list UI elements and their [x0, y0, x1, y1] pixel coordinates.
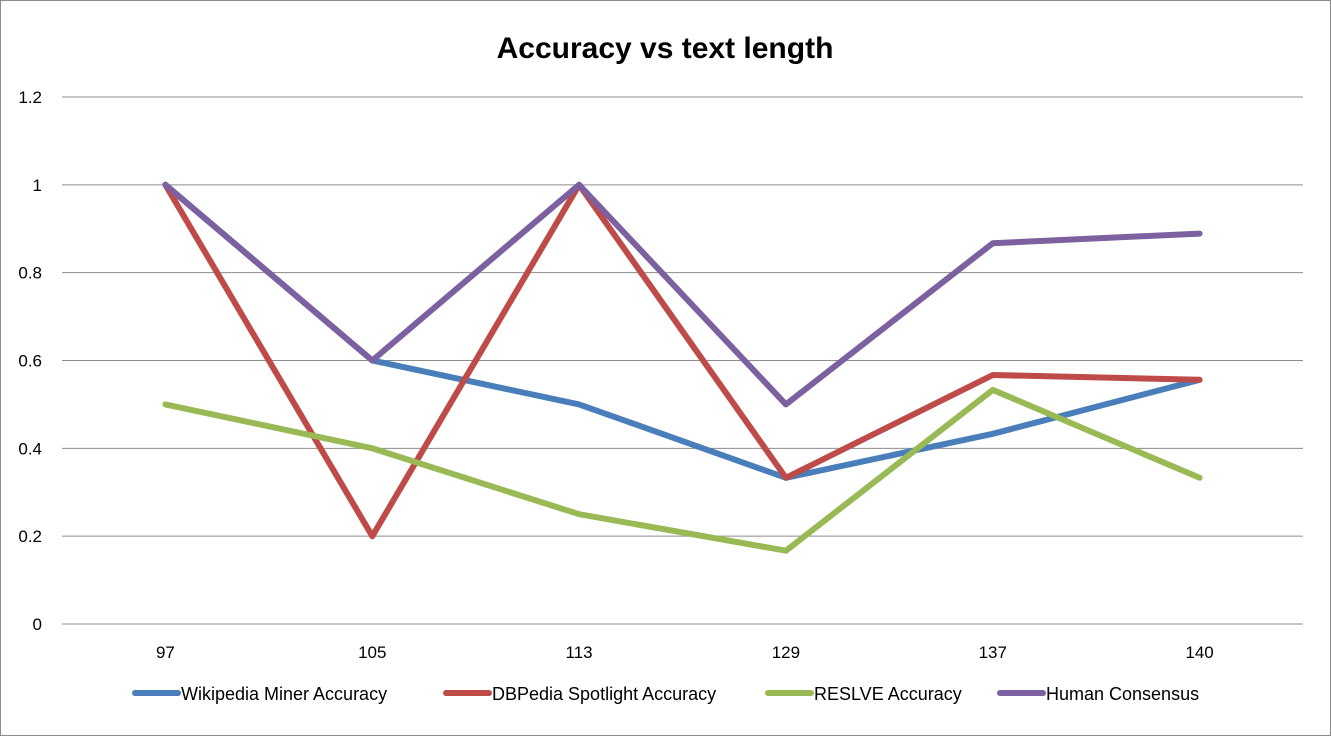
series-line-4 [162, 181, 1203, 408]
legend: Wikipedia Miner Accuracy DBPedia Spotligh… [132, 684, 1199, 704]
series-lines [162, 181, 1203, 554]
x-tick-label: 113 [566, 643, 593, 662]
chart-title: Accuracy vs text length [497, 32, 834, 65]
x-tick-label: 105 [358, 643, 386, 662]
legend-label: Human Consensus [1046, 684, 1199, 704]
legend-label: DBPedia Spotlight Accuracy [492, 684, 716, 704]
x-axis-tick-labels: 97 105 113 129 137 140 [156, 643, 1214, 662]
legend-label: RESLVE Accuracy [814, 684, 962, 704]
y-tick-label: 0.2 [18, 527, 42, 546]
y-tick-label: 0.4 [18, 439, 42, 458]
y-tick-label: 0.6 [18, 352, 42, 371]
y-tick-label: 1 [33, 176, 42, 195]
y-tick-label: 0 [33, 615, 42, 634]
x-tick-label: 137 [979, 643, 1007, 662]
y-axis-tick-labels: 0 0.2 0.4 0.6 0.8 1 1.2 [18, 88, 42, 634]
x-tick-label: 97 [156, 643, 175, 662]
gridlines [62, 96, 1303, 625]
series-line-3 [162, 386, 1203, 554]
y-tick-label: 0.8 [18, 264, 42, 283]
x-tick-label: 129 [772, 643, 800, 662]
y-tick-label: 1.2 [18, 88, 42, 107]
legend-label: Wikipedia Miner Accuracy [181, 684, 387, 704]
series-line-2 [162, 181, 1203, 540]
x-tick-label: 140 [1185, 643, 1213, 662]
